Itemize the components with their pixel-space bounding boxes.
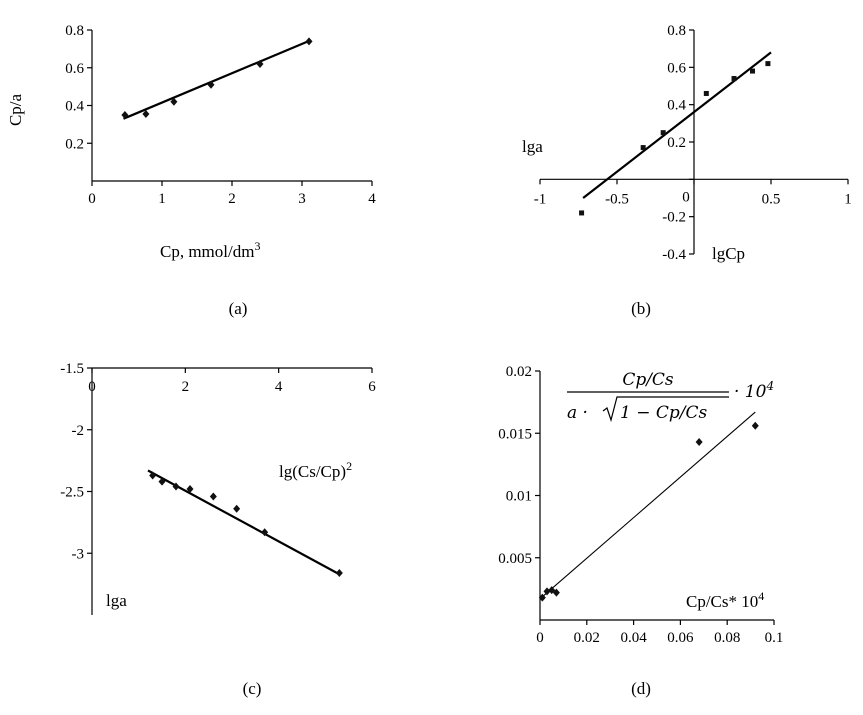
chart-c-fit-line	[147, 469, 340, 576]
chart-b-point	[731, 76, 737, 82]
chart-b-y-tick-label: 0.8	[667, 23, 686, 39]
chart-d-x-tick-label: 0.02	[574, 630, 600, 646]
chart-c-ylabel: lga	[106, 591, 127, 610]
chart-a-point	[142, 109, 150, 118]
chart-d-y-tick-label: 0.01	[506, 489, 532, 505]
chart-c-x-tick-label: 4	[275, 379, 283, 395]
chart-a-y-tick-label: 0.8	[65, 23, 84, 39]
chart-d-x-tick-label: 0	[536, 630, 544, 646]
chart-d-formula: Cp/Cs a · 1 − Cp/Cs · 104	[567, 370, 774, 423]
formula-denominator-a: a ·	[567, 403, 588, 423]
chart-b-x-tick-label: -0.5	[605, 191, 629, 207]
chart-d-xlabel: Cp/Cs* 104	[686, 589, 764, 611]
caption-a: (a)	[229, 299, 248, 318]
chart-b-point	[660, 130, 666, 136]
chart-a-ylabel: Cp/a	[6, 93, 25, 126]
chart-c-point	[209, 492, 217, 501]
chart-a-point	[305, 37, 313, 46]
formula-multiplier-text: · 10	[734, 382, 767, 402]
chart-b-fit-line	[582, 51, 772, 199]
chart-c-x-tick-label: 2	[182, 379, 190, 395]
chart-c: 0 2 4 6 -1.5 -2 -2.5 -3	[60, 361, 376, 615]
chart-a-x-tick-label: 3	[298, 191, 306, 207]
chart-a-x-tick-label: 0	[88, 191, 96, 207]
chart-a-xlabel-text: Cp, mmol/dm	[160, 242, 254, 261]
chart-a-point	[207, 80, 215, 89]
formula-numerator: Cp/Cs	[622, 370, 674, 390]
chart-b-y-tick-label: -0.4	[662, 247, 686, 263]
chart-b-ylabel: lga	[522, 137, 543, 156]
chart-a-point	[121, 110, 129, 119]
chart-c-point	[261, 528, 269, 537]
chart-c-xlabel-text: lg(Cs/Cp)	[279, 462, 346, 481]
chart-c-point	[172, 482, 180, 491]
chart-d-y-tick-label: 0.005	[498, 551, 532, 567]
chart-c-point	[158, 477, 166, 486]
chart-d-xlabel-text: Cp/Cs* 10	[686, 592, 758, 611]
chart-b: -1 -0.5 0 0.5 1 -0.4 -0.2 0.2 0.4 0.6 0.8	[534, 23, 852, 263]
formula-denominator-rest: 1 − Cp/Cs	[620, 403, 707, 423]
chart-d-x-tick-label: 0.06	[667, 630, 694, 646]
chart-c-point	[149, 471, 157, 480]
chart-c-y-tick-label: -1.5	[60, 361, 84, 377]
chart-c-point	[233, 504, 241, 513]
chart-d-point	[543, 587, 551, 596]
chart-d-x-tick-label: 0.08	[714, 630, 740, 646]
chart-c-xlabel: lg(Cs/Cp)2	[279, 459, 352, 481]
chart-b-y-tick-label: -0.2	[662, 210, 686, 226]
chart-a-x-tick-label: 1	[158, 191, 166, 207]
chart-b-x-tick-label: -1	[534, 191, 547, 207]
chart-d-xlabel-sup: 4	[758, 589, 764, 603]
chart-b-point	[750, 68, 756, 74]
chart-a-point	[256, 59, 264, 68]
chart-c-y-tick-label: -3	[72, 546, 85, 562]
caption-c: (c)	[243, 679, 262, 698]
chart-b-point	[703, 90, 709, 96]
chart-a-xlabel-sup: 3	[254, 239, 260, 253]
chart-c-y-tick-label: -2	[72, 423, 85, 439]
chart-a-point	[170, 97, 178, 106]
chart-b-xlabel: lgCp	[712, 244, 745, 263]
formula-multiplier: · 104	[734, 379, 774, 402]
chart-c-x-tick-label: 6	[368, 379, 376, 395]
chart-c-xlabel-sup: 2	[346, 459, 352, 473]
formula-multiplier-sup: 4	[765, 379, 774, 393]
chart-d-y-tick-label: 0.02	[506, 364, 532, 380]
chart-a-x-tick-label: 4	[368, 191, 376, 207]
chart-b-point	[765, 61, 771, 67]
plots-layer: 0 1 2 3 40.20.40.60.8-1 -0.5 0 0.5 1-0.4-0.20.20…	[60, 23, 852, 646]
chart-c-point	[335, 569, 343, 578]
formula-sqrt-sign	[602, 396, 729, 423]
caption-b: (b)	[631, 299, 651, 318]
chart-d-y-tick-label: 0.015	[498, 426, 532, 442]
chart-a: 0 1 2 3 4 0.2 0.4 0.6 0.8	[65, 23, 376, 207]
chart-d-point	[552, 588, 560, 597]
chart-d-point	[538, 593, 546, 602]
chart-a-fit-line	[123, 39, 311, 120]
chart-d-point	[695, 437, 703, 446]
chart-a-y-tick-label: 0.2	[65, 136, 84, 152]
chart-b-point	[640, 145, 646, 151]
chart-c-y-tick-label: -2.5	[60, 485, 84, 501]
chart-b-x-tick-label: 0	[682, 189, 690, 205]
chart-d-x-tick-label: 0.04	[620, 630, 647, 646]
chart-b-y-tick-label: 0.6	[667, 60, 686, 76]
chart-a-x-tick-label: 2	[228, 191, 236, 207]
chart-b-x-tick-label: 0.5	[762, 191, 781, 207]
chart-d-point	[751, 421, 759, 430]
chart-d: 0 0.02 0.04 0.06 0.08 0.1 0.005 0.01 0.015 0.02	[498, 364, 783, 646]
chart-b-x-tick-label: 1	[844, 191, 852, 207]
caption-d: (d)	[631, 679, 651, 698]
chart-b-point	[579, 210, 585, 216]
chart-d-x-tick-label: 0.1	[765, 630, 784, 646]
chart-b-y-tick-label: 0.2	[667, 135, 686, 151]
chart-b-y-tick-label: 0.4	[667, 98, 686, 114]
chart-a-y-tick-label: 0.4	[65, 99, 84, 115]
chart-c-x-tick-label: 0	[88, 379, 96, 395]
chart-a-y-tick-label: 0.6	[65, 61, 84, 77]
chart-d-fit-line	[539, 411, 756, 600]
chart-a-xlabel: Cp, mmol/dm3	[160, 239, 260, 261]
chart-c-point	[186, 485, 194, 494]
